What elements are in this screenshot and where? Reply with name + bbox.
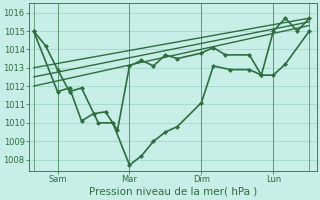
X-axis label: Pression niveau de la mer( hPa ): Pression niveau de la mer( hPa ) — [89, 187, 257, 197]
